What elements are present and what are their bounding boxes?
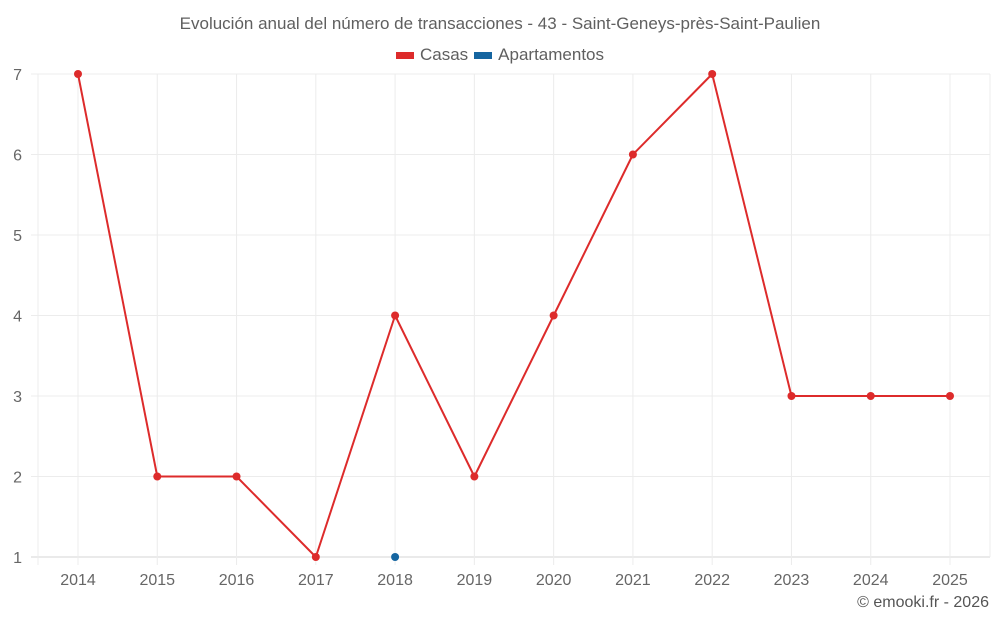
y-tick-label: 2 [13,470,22,487]
y-tick-label: 5 [13,228,22,245]
data-point-casas[interactable] [628,150,637,159]
data-point-casas[interactable] [311,553,320,561]
y-tick-label: 1 [13,550,22,567]
x-tick-label: 2017 [298,572,334,589]
y-tick-label: 4 [13,309,22,326]
data-point-casas[interactable] [74,70,82,78]
x-tick-label: 2015 [139,572,175,589]
copyright-credit: © emooki.fr - 2026 [857,594,989,611]
legend-swatch-casas [395,51,414,59]
data-point-casas[interactable] [946,392,954,400]
gridlines [31,73,991,565]
data-point-casas[interactable] [470,472,479,481]
data-point-casas[interactable] [549,311,558,320]
data-point-casas[interactable] [866,392,875,400]
x-tick-label: 2024 [853,572,889,589]
legend-label-apartamentos: Apartamentos [498,45,605,64]
x-tick-label: 2023 [774,572,810,589]
y-axis: 1 2 3 4 5 6 7 [13,67,22,567]
data-point-casas[interactable] [708,70,717,78]
data-point-apartamentos[interactable] [391,553,400,561]
legend-item-apartamentos[interactable]: Apartamentos [474,45,604,65]
y-tick-label: 3 [13,389,22,406]
x-tick-label: 2019 [457,572,493,589]
data-point-casas[interactable] [232,472,241,481]
legend-label-casas: Casas [419,45,469,64]
x-tick-label: 2014 [60,572,96,589]
x-tick-label: 2018 [377,572,413,589]
legend: Casas Apartamentos [0,45,1000,65]
series-line-casas [77,73,950,558]
x-tick-label: 2025 [932,572,968,589]
y-tick-label: 7 [13,67,22,84]
data-point-casas[interactable] [391,311,400,320]
data-point-casas[interactable] [153,472,162,481]
legend-item-casas[interactable]: Casas [395,45,469,65]
x-tick-label: 2016 [219,572,255,589]
x-tick-label: 2020 [536,572,572,589]
x-tick-label: 2022 [694,572,730,589]
x-axis: 2014 2015 2016 2017 2018 2019 2020 2021 2022 2023… [60,572,968,589]
y-tick-label: 6 [13,148,22,165]
series-layer [74,70,954,561]
data-point-casas[interactable] [787,392,796,400]
chart-title: Evolución anual del número de transaccio… [179,14,821,33]
legend-swatch-apartamentos [474,51,493,59]
x-tick-label: 2021 [615,572,651,589]
